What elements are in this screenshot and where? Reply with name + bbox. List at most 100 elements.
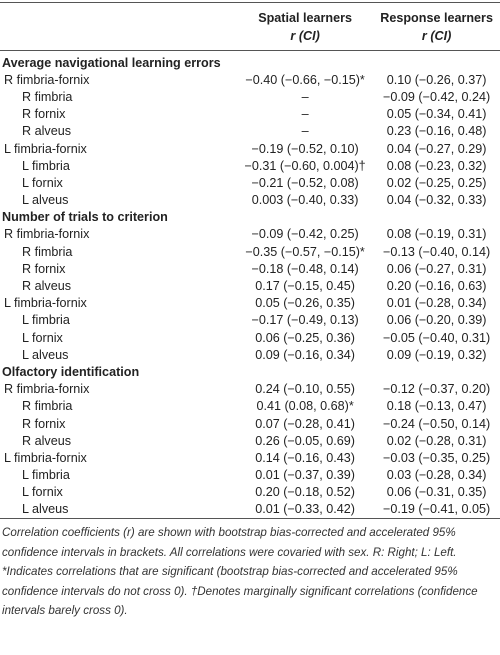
cell-value: −0.17 (−0.49, 0.13)	[251, 313, 359, 328]
table-row: L fimbria-fornix −0.19 (−0.52, 0.10) 0.04 …	[0, 140, 500, 157]
section-title: Olfactory identification	[2, 364, 140, 379]
table-row: L alveus 0.01 (−0.33, 0.42) −0.19 (−0.41, …	[0, 501, 500, 519]
cell-value: −0.05 (−0.40, 0.31)	[383, 330, 491, 345]
cell-value: 0.06 (−0.27, 0.31)	[386, 261, 487, 276]
cell-value: 0.02 (−0.28, 0.31)	[386, 433, 487, 448]
table-row: L alveus 0.09 (−0.16, 0.34) 0.09 (−0.19, 0…	[0, 346, 500, 363]
row-label: L fimbria	[22, 313, 70, 328]
row-label: R fornix	[22, 416, 66, 431]
table-row: L fimbria-fornix 0.14 (−0.16, 0.43) −0.03 …	[0, 449, 500, 466]
footnote: Correlation coefficients (r) are shown w…	[2, 526, 478, 618]
table-row: L fornix 0.06 (−0.25, 0.36) −0.05 (−0.40, …	[0, 329, 500, 346]
cell-value: −0.31 (−0.60, 0.004)†	[244, 158, 366, 173]
table-row: R fimbria-fornix −0.09 (−0.42, 0.25) 0.08 …	[0, 226, 500, 243]
cell-value: 0.04 (−0.27, 0.29)	[386, 141, 487, 156]
results-table: Spatial learners r (CI) Response learners…	[0, 2, 500, 520]
cell-value: 0.09 (−0.19, 0.32)	[386, 347, 487, 362]
cell-value: 0.04 (−0.32, 0.33)	[386, 193, 487, 208]
row-label: R fimbria-fornix	[4, 72, 90, 87]
cell-value: −0.35 (−0.57, −0.15)*	[245, 244, 365, 259]
section-title: Average navigational learning errors	[2, 55, 221, 70]
row-label: R fimbria-fornix	[4, 382, 90, 397]
section-title: Number of trials to criterion	[2, 210, 168, 225]
row-label: L fimbria-fornix	[4, 296, 87, 311]
row-label: R alveus	[22, 124, 71, 139]
cell-value: 0.05 (−0.26, 0.35)	[255, 296, 355, 311]
table-row: L fimbria −0.17 (−0.49, 0.13) 0.06 (−0.20,…	[0, 312, 500, 329]
table-row: L fimbria −0.31 (−0.60, 0.004)† 0.08 (−0.2…	[0, 157, 500, 174]
row-label: R fimbria	[22, 244, 73, 259]
cell-value: −0.09 (−0.42, 0.25)	[251, 227, 359, 242]
row-label: L fornix	[22, 485, 63, 500]
cell-value: −0.12 (−0.37, 0.20)	[383, 382, 491, 397]
row-label: L fimbria	[22, 468, 70, 483]
row-label: R fornix	[22, 261, 66, 276]
cell-value: 0.003 (−0.40, 0.33)	[251, 193, 359, 208]
cell-value: –	[301, 107, 309, 122]
header-row: Spatial learners r (CI) Response learners…	[0, 3, 500, 51]
row-label: R fimbria-fornix	[4, 227, 90, 242]
cell-value: 0.06 (−0.25, 0.36)	[255, 330, 355, 345]
cell-value: −0.03 (−0.35, 0.25)	[383, 450, 491, 465]
cell-value: 0.10 (−0.26, 0.37)	[386, 72, 487, 87]
page: Spatial learners r (CI) Response learners…	[0, 2, 500, 621]
table-body: Average navigational learning errors R fi…	[0, 51, 500, 519]
row-label: R alveus	[22, 279, 71, 294]
table-row: R alveus 0.17 (−0.15, 0.45) 0.20 (−0.16, 0…	[0, 277, 500, 294]
section-row: Olfactory identification	[0, 363, 500, 380]
row-label: L fornix	[22, 175, 63, 190]
cell-value: −0.40 (−0.66, −0.15)*	[245, 72, 365, 87]
cell-value: 0.08 (−0.19, 0.31)	[386, 227, 487, 242]
table-row: L alveus 0.003 (−0.40, 0.33) 0.04 (−0.32, …	[0, 192, 500, 209]
column-measure: r (CI)	[290, 29, 320, 43]
table-row: R fornix −0.18 (−0.48, 0.14) 0.06 (−0.27, …	[0, 260, 500, 277]
cell-value: 0.02 (−0.25, 0.25)	[386, 175, 487, 190]
cell-value: 0.14 (−0.16, 0.43)	[255, 450, 355, 465]
row-label: L fimbria-fornix	[4, 141, 87, 156]
row-label: L alveus	[22, 347, 69, 362]
cell-value: 0.08 (−0.23, 0.32)	[386, 158, 487, 173]
row-label: L fornix	[22, 330, 63, 345]
cell-value: 0.09 (−0.16, 0.34)	[255, 347, 355, 362]
cell-value: 0.20 (−0.16, 0.63)	[386, 279, 487, 294]
cell-value: −0.24 (−0.50, 0.14)	[383, 416, 491, 431]
cell-value: –	[301, 124, 309, 139]
row-label: R fimbria	[22, 89, 73, 104]
section-row: Average navigational learning errors	[0, 51, 500, 72]
cell-value: 0.24 (−0.10, 0.55)	[255, 382, 355, 397]
row-label: L fimbria-fornix	[4, 450, 87, 465]
cell-value: 0.26 (−0.05, 0.69)	[255, 433, 355, 448]
table-row: L fornix −0.21 (−0.52, 0.08) 0.02 (−0.25, …	[0, 174, 500, 191]
table-row: R fornix 0.07 (−0.28, 0.41) −0.24 (−0.50, …	[0, 415, 500, 432]
cell-value: −0.19 (−0.41, 0.05)	[383, 502, 491, 517]
table-row: R alveus – 0.23 (−0.16, 0.48)	[0, 123, 500, 140]
table-row: R fimbria −0.35 (−0.57, −0.15)* −0.13 (−0.…	[0, 243, 500, 260]
cell-value: −0.18 (−0.48, 0.14)	[251, 261, 359, 276]
row-label: L fimbria	[22, 158, 70, 173]
section-row: Number of trials to criterion	[0, 209, 500, 226]
column-header: Spatial learners r (CI)	[237, 3, 373, 51]
cell-value: 0.20 (−0.18, 0.52)	[255, 485, 355, 500]
column-name: Spatial learners	[258, 11, 353, 25]
row-label: R alveus	[22, 433, 71, 448]
cell-value: −0.09 (−0.42, 0.24)	[383, 89, 491, 104]
row-label: R fornix	[22, 107, 66, 122]
table-row: L fimbria 0.01 (−0.37, 0.39) 0.03 (−0.28, …	[0, 467, 500, 484]
cell-value: 0.03 (−0.28, 0.34)	[386, 468, 487, 483]
row-label: R fimbria	[22, 399, 73, 414]
header-blank	[0, 3, 237, 51]
table-row: R fimbria-fornix 0.24 (−0.10, 0.55) −0.12 …	[0, 381, 500, 398]
table-row: R fimbria-fornix −0.40 (−0.66, −0.15)* 0.1…	[0, 71, 500, 88]
table-row: L fornix 0.20 (−0.18, 0.52) 0.06 (−0.31, 0…	[0, 484, 500, 501]
cell-value: 0.41 (0.08, 0.68)*	[256, 399, 354, 414]
cell-value: 0.17 (−0.15, 0.45)	[255, 279, 355, 294]
table-header: Spatial learners r (CI) Response learners…	[0, 3, 500, 51]
cell-value: 0.23 (−0.16, 0.48)	[386, 124, 487, 139]
cell-value: 0.18 (−0.13, 0.47)	[386, 399, 487, 414]
cell-value: −0.19 (−0.52, 0.10)	[251, 141, 359, 156]
cell-value: 0.06 (−0.31, 0.35)	[386, 485, 487, 500]
cell-value: 0.01 (−0.37, 0.39)	[255, 468, 355, 483]
cell-value: 0.01 (−0.33, 0.42)	[255, 502, 355, 517]
table-row: R fimbria – −0.09 (−0.42, 0.24)	[0, 88, 500, 105]
table-row: R fimbria 0.41 (0.08, 0.68)* 0.18 (−0.13, …	[0, 398, 500, 415]
